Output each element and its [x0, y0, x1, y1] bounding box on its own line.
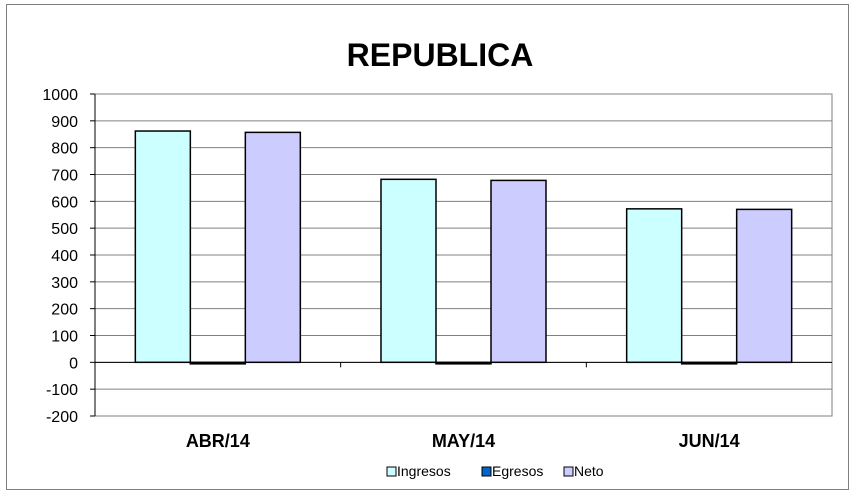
- bar-neto: [490, 179, 547, 364]
- chart-title: REPUBLICA: [347, 37, 534, 73]
- legend-label-egresos: Egresos: [492, 463, 543, 479]
- y-tick-label: -100: [46, 382, 78, 399]
- legend-swatch-egresos: [481, 466, 492, 477]
- bar-ingresos: [134, 130, 192, 364]
- x-category-label: MAY/14: [432, 431, 495, 451]
- bars: [134, 130, 793, 365]
- y-tick-label: 100: [51, 329, 78, 346]
- x-axis: ABR/14 MAY/14 JUN/14: [95, 361, 832, 451]
- y-tick-label: 200: [51, 302, 78, 319]
- y-tick-label: 0: [69, 355, 78, 372]
- y-tick-label: 600: [51, 194, 78, 211]
- legend-label-ingresos: Ingresos: [397, 463, 451, 479]
- bar-neto: [735, 208, 793, 364]
- y-axis: -200 -100 0 100 200 300 400 500 600 700 800 900 1000: [42, 87, 96, 426]
- bar-ingresos: [380, 178, 437, 364]
- legend: Ingresos Egresos Neto: [386, 463, 604, 479]
- y-tick-label: 400: [51, 248, 78, 265]
- y-tick-label: 500: [51, 221, 78, 238]
- legend-swatch-neto: [563, 466, 574, 477]
- legend-label-neto: Neto: [574, 463, 604, 479]
- y-tick-label: -200: [46, 409, 78, 426]
- bar-neto: [244, 131, 302, 364]
- x-category-label: ABR/14: [186, 431, 250, 451]
- legend-swatch-ingresos: [386, 466, 397, 477]
- y-tick-label: 1000: [42, 87, 78, 104]
- y-tick-label: 800: [51, 141, 78, 158]
- chart-frame: [6, 4, 849, 490]
- x-category-label: JUN/14: [679, 431, 740, 451]
- bar-ingresos: [625, 208, 683, 364]
- gridlines: [95, 93, 832, 417]
- y-tick-label: 700: [51, 168, 78, 185]
- y-tick-label: 300: [51, 275, 78, 292]
- y-tick-label: 900: [51, 114, 78, 131]
